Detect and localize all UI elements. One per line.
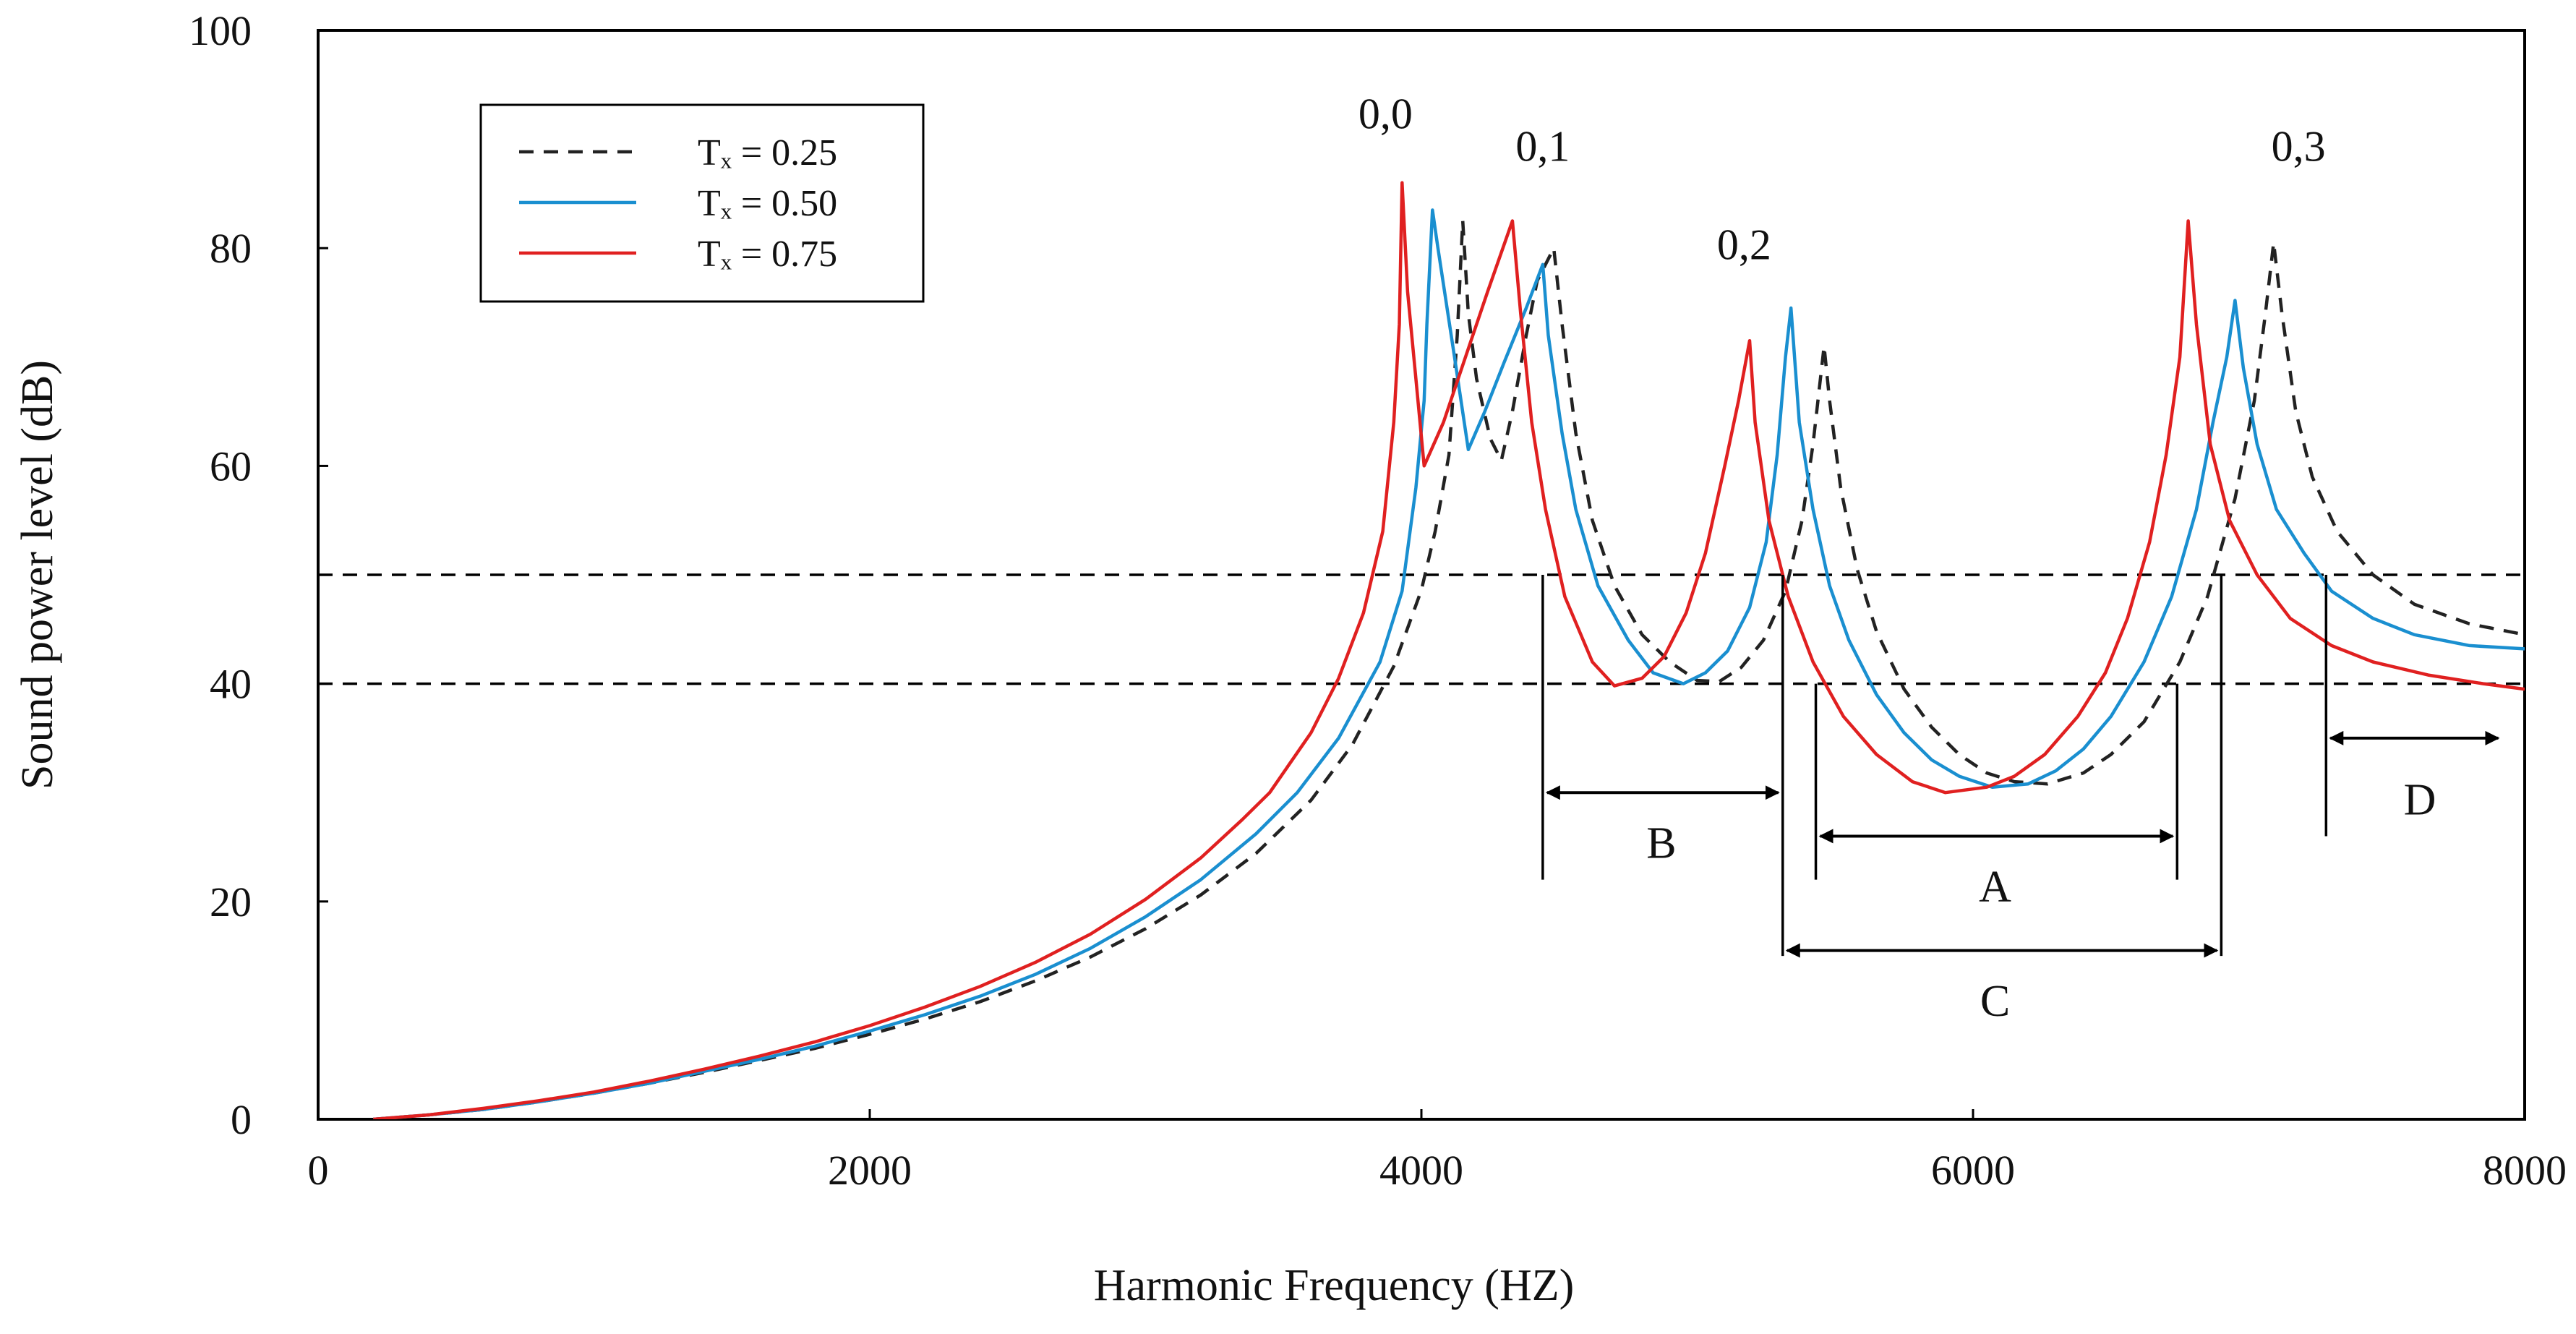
x-tick-label: 6000	[1931, 1147, 2015, 1194]
x-tick-label: 0	[308, 1147, 329, 1194]
frequency-ranges: B A C D	[1541, 575, 2500, 1026]
range-label-c: C	[1980, 977, 2010, 1026]
y-axis-label: Sound power level (dB)	[13, 360, 62, 790]
legend-label-2: Tₓ = 0.50	[698, 183, 837, 224]
x-tick-label: 2000	[828, 1147, 912, 1194]
peak-label: 0,1	[1515, 123, 1570, 171]
series-line-3	[373, 181, 2525, 1119]
reference-lines	[318, 573, 2525, 685]
legend-label-3: Tₓ = 0.75	[698, 234, 837, 275]
y-axis-ticks: 0 20 40 60 80 100	[189, 7, 328, 1143]
mode-peak-labels: 0,0 0,1 0,2 0,3	[1358, 90, 2326, 269]
y-tick-label: 40	[210, 661, 252, 708]
series-line-1	[373, 219, 2525, 1119]
y-tick-label: 100	[189, 7, 252, 54]
x-tick-label: 4000	[1379, 1147, 1463, 1194]
x-axis-ticks: 0 2000 4000 6000 8000	[308, 1109, 2567, 1194]
peak-label: 0,0	[1358, 90, 1413, 138]
legend-label-1: Tₓ = 0.25	[698, 132, 837, 174]
peak-label: 0,3	[2272, 123, 2326, 171]
peak-label: 0,2	[1717, 221, 1771, 268]
y-tick-label: 20	[210, 878, 252, 925]
range-label-d: D	[2404, 775, 2436, 824]
range-label-a: A	[1979, 863, 2011, 912]
legend-entries: Tₓ = 0.25 Tₓ = 0.50 Tₓ = 0.75	[519, 132, 837, 275]
x-tick-label: 8000	[2483, 1147, 2567, 1194]
y-tick-label: 0	[231, 1096, 252, 1143]
x-axis-label: Harmonic Frequency (HZ)	[1094, 1261, 1575, 1310]
y-tick-label: 60	[210, 442, 252, 489]
series-lines	[373, 181, 2525, 1119]
series-line-2	[373, 208, 2525, 1119]
legend: Tₓ = 0.25 Tₓ = 0.50 Tₓ = 0.75	[479, 103, 925, 303]
range-label-b: B	[1646, 819, 1676, 868]
y-tick-label: 80	[210, 225, 252, 272]
